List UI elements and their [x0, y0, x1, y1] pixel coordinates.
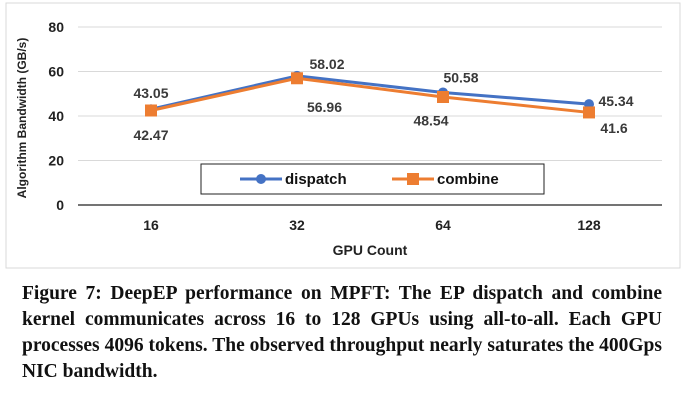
- series-line-combine: [150, 76, 590, 114]
- legend: dispatch combine: [200, 163, 545, 195]
- y-tick-label: 80: [48, 19, 64, 35]
- point-combine: [145, 104, 157, 117]
- x-tick-label: 16: [143, 217, 159, 233]
- data-label-combine: 42.47: [133, 127, 168, 143]
- point-combine: [437, 90, 449, 103]
- point-combine: [583, 106, 595, 119]
- data-label-combine: 41.6: [600, 120, 627, 136]
- data-label-dispatch: 50.58: [443, 69, 478, 85]
- y-tick-label: 40: [48, 108, 64, 124]
- x-tick-label: 128: [577, 217, 601, 233]
- series-group: [145, 70, 595, 119]
- series-line-dispatch: [150, 74, 590, 111]
- data-label-combine: 56.96: [307, 99, 342, 115]
- x-tick-labels: 16 32 64 128: [143, 217, 601, 233]
- data-label-dispatch: 58.02: [309, 56, 344, 72]
- point-combine: [291, 72, 303, 85]
- legend-dispatch-marker: [256, 174, 266, 184]
- y-tick-label: 0: [56, 197, 64, 213]
- data-label-combine: 48.54: [413, 112, 448, 128]
- chart-border: [5, 2, 681, 269]
- y-axis-label: Algorithm Bandwidth (GB/s): [15, 38, 29, 199]
- legend-dispatch-label: dispatch: [285, 171, 347, 188]
- line-chart: 0 20 40 60 80 16 32 64 128 Algorithm Bandwidth …: [5, 2, 681, 269]
- gridlines: [78, 26, 662, 206]
- data-label-dispatch: 45.34: [598, 93, 633, 109]
- x-axis-label: GPU Count: [333, 242, 408, 258]
- legend-combine-label: combine: [437, 171, 499, 188]
- y-tick-label: 60: [48, 64, 64, 80]
- figure-caption: Figure 7: DeepEP performance on MPFT: Th…: [22, 283, 662, 382]
- y-tick-labels: 0 20 40 60 80: [48, 19, 64, 213]
- data-labels: 43.05 42.47 58.02 56.96 50.58 48.54 45.34 41.6: [133, 56, 633, 143]
- legend-combine-marker: [407, 173, 419, 185]
- x-tick-label: 32: [289, 217, 305, 233]
- data-label-dispatch: 43.05: [133, 85, 168, 101]
- y-tick-label: 20: [48, 153, 64, 169]
- x-tick-label: 64: [435, 217, 451, 233]
